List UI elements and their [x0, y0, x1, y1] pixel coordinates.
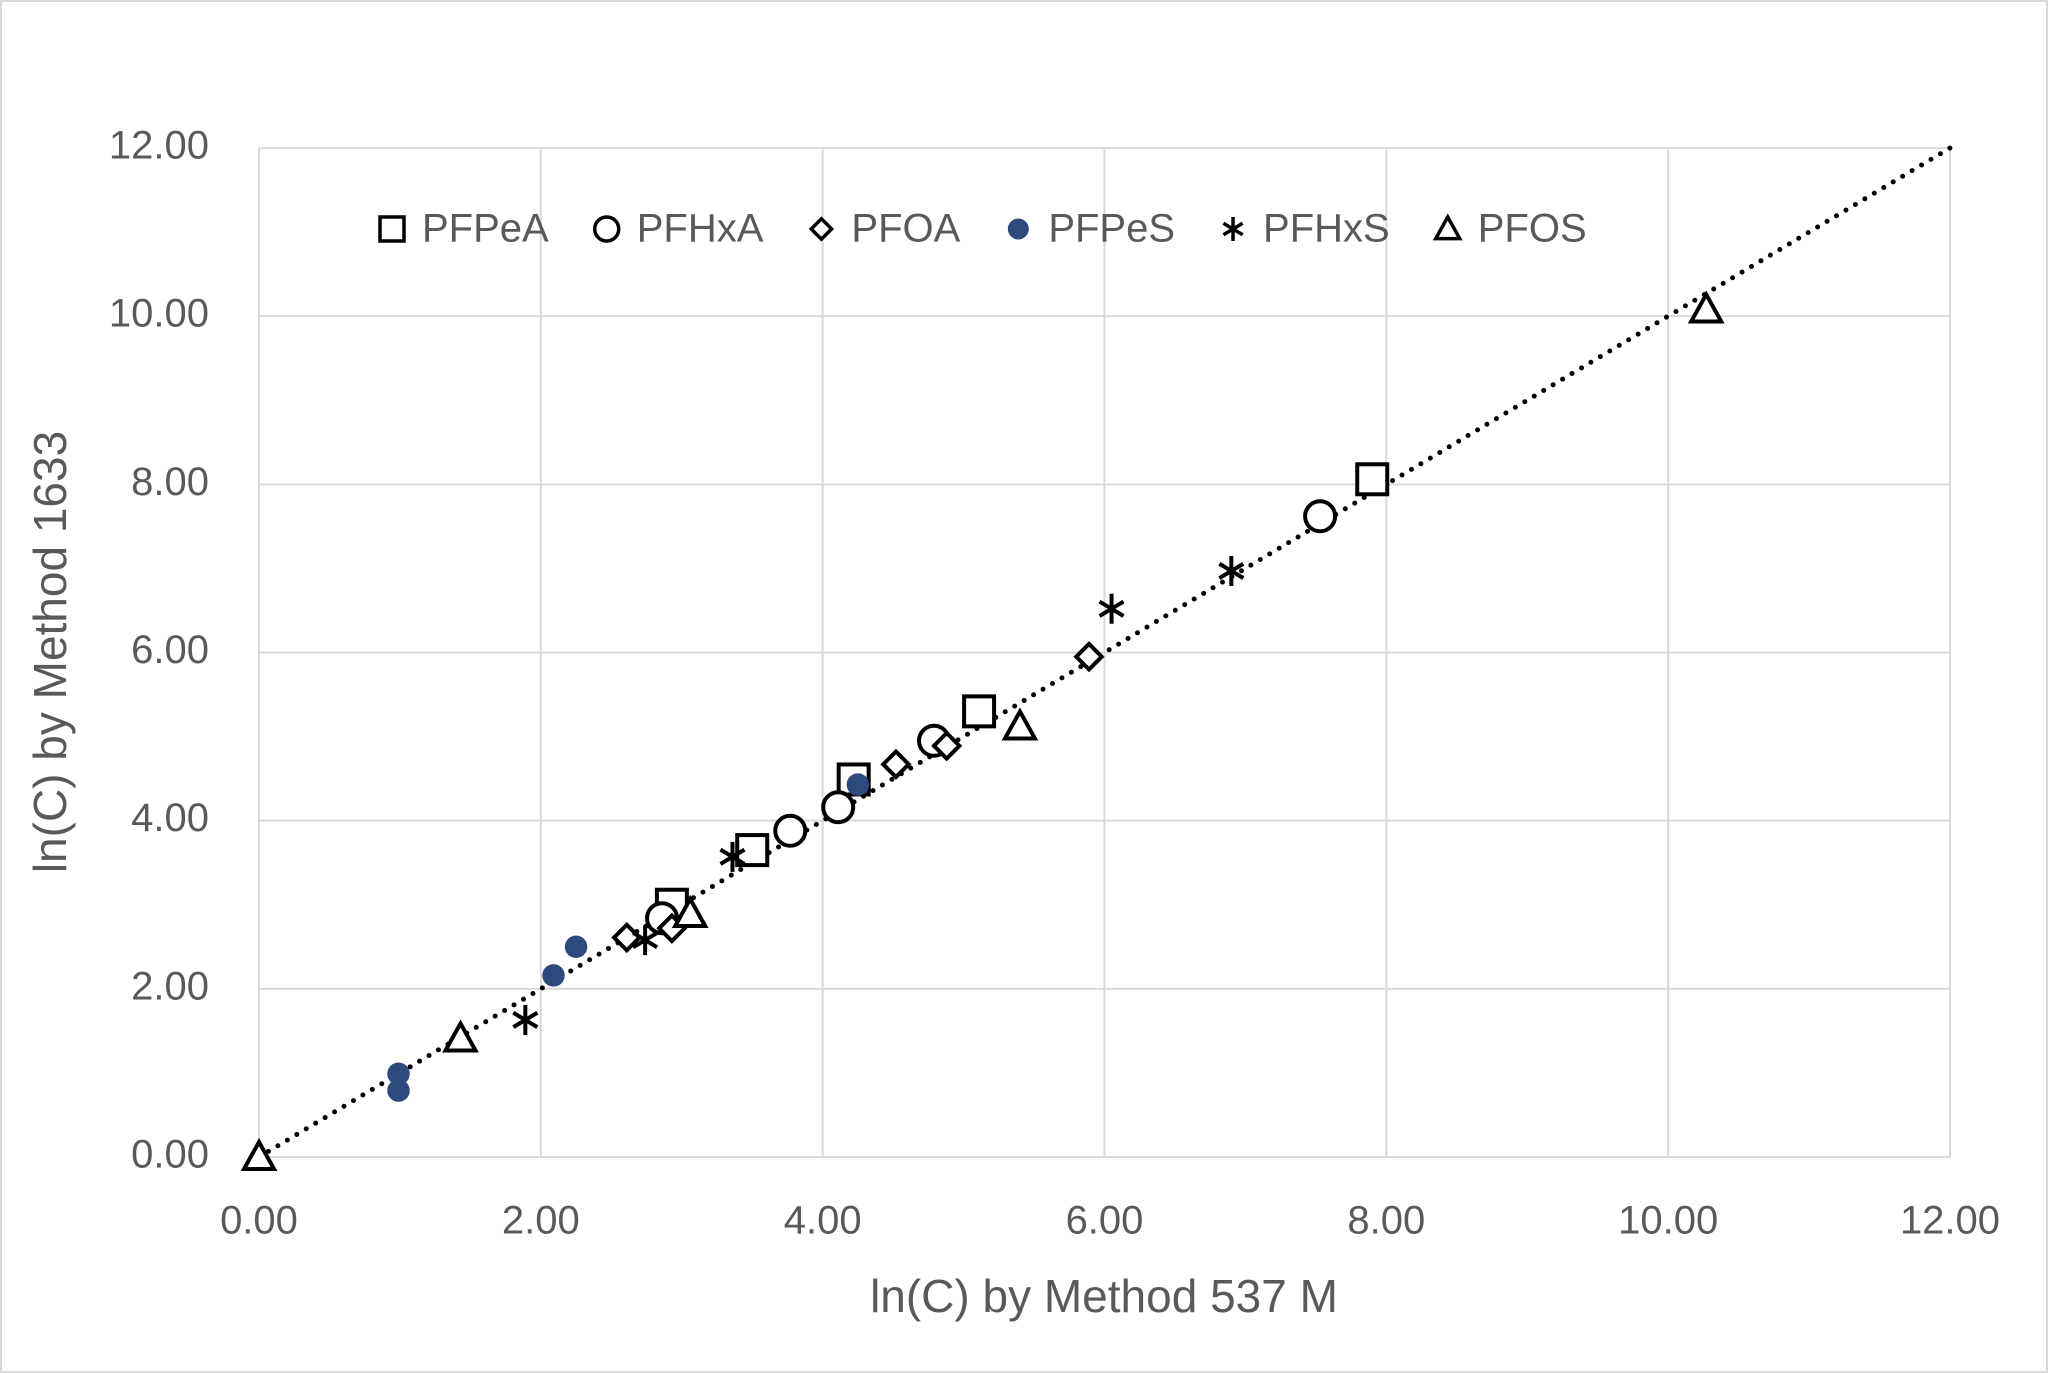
marker — [442, 1019, 479, 1053]
x-tick-label: 6.00 — [1066, 1199, 1144, 1243]
y-tick-label: 6.00 — [131, 628, 209, 672]
legend-label: PFHxS — [1263, 207, 1390, 251]
marker — [564, 935, 588, 959]
marker — [387, 1079, 410, 1102]
marker — [1073, 641, 1105, 673]
marker — [1355, 462, 1390, 497]
marker — [821, 790, 856, 825]
marker — [1218, 555, 1245, 586]
marker — [719, 841, 746, 872]
y-axis-title: ln(C) by Method 1633 — [24, 431, 76, 873]
y-tick-label: 10.00 — [109, 292, 209, 336]
marker — [1222, 217, 1244, 241]
y-tick-label: 8.00 — [131, 460, 209, 504]
x-tick-label: 10.00 — [1618, 1199, 1718, 1243]
marker — [1001, 707, 1039, 741]
legend-item: PFHxS — [1222, 207, 1390, 251]
marker — [880, 748, 912, 780]
marker — [592, 215, 621, 243]
legend-label: PFHxA — [637, 207, 764, 251]
marker — [1007, 218, 1029, 240]
legend-label: PFOS — [1478, 207, 1587, 251]
marker — [378, 215, 406, 243]
y-tick-label: 2.00 — [131, 964, 209, 1008]
legend-item: PFOS — [1432, 207, 1587, 251]
marker — [387, 1062, 410, 1086]
marker — [512, 1004, 539, 1035]
marker — [1303, 499, 1338, 534]
marker — [632, 925, 659, 956]
trendline — [256, 145, 1953, 1160]
legend-label: PFOA — [851, 207, 960, 251]
marker — [542, 964, 565, 987]
y-tick-label: 4.00 — [131, 796, 209, 840]
marker — [808, 216, 835, 242]
marker — [962, 694, 997, 729]
x-tick-label: 0.00 — [220, 1199, 298, 1243]
marker — [931, 730, 963, 762]
legend-item: PFPeS — [1007, 207, 1175, 251]
marker — [1098, 593, 1125, 624]
marker — [1687, 290, 1725, 324]
marker — [773, 813, 808, 848]
x-tick-label: 12.00 — [1900, 1199, 2000, 1243]
legend-item: PFPeA — [378, 207, 549, 251]
x-tick-label: 2.00 — [502, 1199, 580, 1243]
y-tick-label: 0.00 — [131, 1133, 209, 1177]
legend-item: PFOA — [808, 207, 961, 251]
marker — [240, 1137, 278, 1171]
x-tick-label: 4.00 — [784, 1199, 862, 1243]
x-tick-label: 8.00 — [1347, 1199, 1425, 1243]
x-axis-title: ln(C) by Method 537 M — [870, 1270, 1338, 1322]
legend-label: PFPeA — [422, 207, 549, 251]
y-tick-label: 12.00 — [109, 124, 209, 168]
marker — [1432, 213, 1463, 241]
marker — [671, 894, 709, 928]
marker — [846, 773, 870, 796]
legend-item: PFHxA — [592, 207, 764, 251]
legend-label: PFPeS — [1048, 207, 1175, 251]
